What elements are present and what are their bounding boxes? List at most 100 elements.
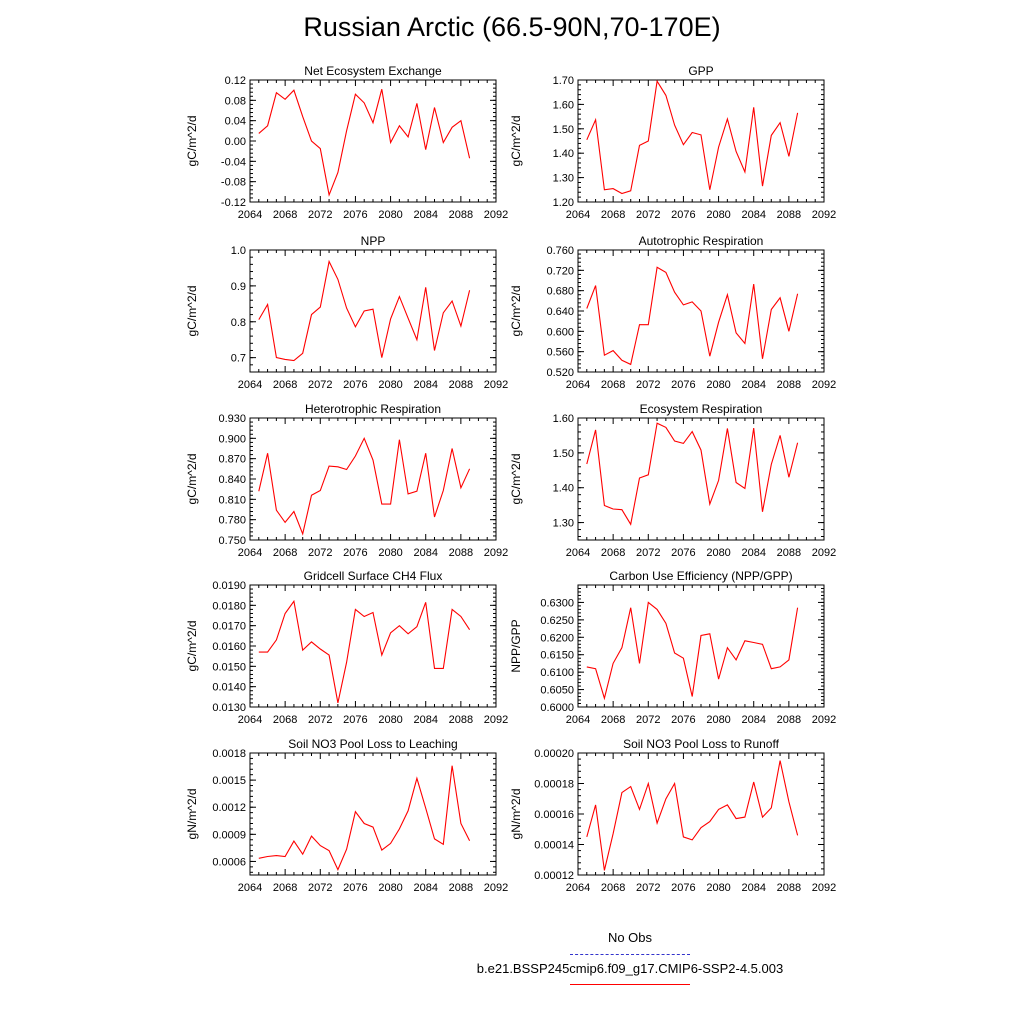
series-line bbox=[586, 79, 799, 195]
panel-gridcell-surface-ch4-flux: Gridcell Surface CH4 Flux gC/m^2/d 2064 206… bbox=[185, 569, 508, 726]
x-tick-label: 2088 bbox=[449, 714, 473, 726]
y-tick-label: -0.08 bbox=[221, 177, 246, 189]
x-tick-label: 2092 bbox=[812, 379, 836, 391]
plot-frame bbox=[577, 584, 825, 708]
y-tick-label: 1.20 bbox=[553, 197, 574, 209]
panel-carbon-use-efficiency-npp-gpp: Carbon Use Efficiency (NPP/GPP) NPP/GPP 20… bbox=[509, 569, 836, 726]
y-tick-label: 0.0006 bbox=[212, 856, 246, 868]
figure-title: Russian Arctic (66.5-90N,70-170E) bbox=[303, 12, 721, 42]
x-tick-label: 2084 bbox=[413, 714, 437, 726]
y-tick-label: 1.60 bbox=[553, 413, 574, 425]
y-tick-label: 0.00018 bbox=[534, 779, 574, 791]
x-tick-label: 2088 bbox=[777, 379, 801, 391]
y-tick-label: 1.40 bbox=[553, 148, 574, 160]
y-axis-label: gN/m^2/d bbox=[185, 789, 199, 840]
y-tick-label: 0.0130 bbox=[212, 702, 246, 714]
y-tick-label: 0.6150 bbox=[540, 650, 574, 662]
y-tick-label: 0.00016 bbox=[534, 809, 574, 821]
x-tick-label: 2068 bbox=[273, 714, 297, 726]
x-tick-label: 2084 bbox=[413, 547, 437, 559]
y-axis-label: gC/m^2/d bbox=[509, 286, 523, 337]
x-tick-label: 2064 bbox=[238, 379, 262, 391]
x-tick-label: 2064 bbox=[566, 547, 590, 559]
y-tick-label: 0.6050 bbox=[540, 685, 574, 697]
x-tick-label: 2068 bbox=[601, 379, 625, 391]
y-tick-label: 0.680 bbox=[546, 286, 574, 298]
x-tick-label: 2072 bbox=[308, 714, 332, 726]
x-tick-label: 2088 bbox=[449, 209, 473, 221]
series-line bbox=[258, 436, 471, 536]
x-tick-label: 2076 bbox=[671, 714, 695, 726]
x-tick-label: 2072 bbox=[308, 547, 332, 559]
x-tick-label: 2072 bbox=[636, 714, 660, 726]
y-tick-label: 0.0190 bbox=[212, 580, 246, 592]
panel-title: Net Ecosystem Exchange bbox=[304, 64, 442, 78]
x-tick-label: 2076 bbox=[671, 547, 695, 559]
plot-frame bbox=[249, 79, 497, 203]
panel-title: Ecosystem Respiration bbox=[640, 402, 763, 416]
x-tick-label: 2084 bbox=[741, 547, 765, 559]
panel-gpp: GPP gC/m^2/d 2064 2068 2072 2076 2080 2084 2088 2… bbox=[509, 64, 836, 221]
plot-frame bbox=[249, 584, 497, 708]
y-axis-label: gN/m^2/d bbox=[509, 789, 523, 840]
y-tick-label: 1.40 bbox=[553, 483, 574, 495]
y-tick-label: 0.0009 bbox=[212, 829, 246, 841]
y-axis-label: gC/m^2/d bbox=[509, 116, 523, 167]
x-tick-label: 2084 bbox=[413, 209, 437, 221]
x-tick-label: 2080 bbox=[706, 379, 730, 391]
panel-net-ecosystem-exchange: Net Ecosystem Exchange gC/m^2/d 2064 2068 20… bbox=[185, 64, 508, 221]
x-tick-label: 2080 bbox=[378, 379, 402, 391]
y-tick-label: 0.04 bbox=[225, 116, 246, 128]
x-tick-label: 2072 bbox=[636, 547, 660, 559]
x-tick-label: 2084 bbox=[741, 209, 765, 221]
panel-heterotrophic-respiration: Heterotrophic Respiration gC/m^2/d 2064 206… bbox=[185, 402, 508, 559]
panel-title: NPP bbox=[361, 234, 386, 248]
y-tick-label: 0.08 bbox=[225, 95, 246, 107]
x-tick-label: 2088 bbox=[449, 379, 473, 391]
y-tick-label: 1.60 bbox=[553, 99, 574, 111]
x-tick-label: 2072 bbox=[636, 209, 660, 221]
x-tick-label: 2076 bbox=[671, 882, 695, 894]
plot-frame bbox=[577, 417, 825, 541]
series-line bbox=[586, 266, 799, 366]
y-tick-label: 0.720 bbox=[546, 265, 574, 277]
y-tick-label: 0.0160 bbox=[212, 641, 246, 653]
x-tick-label: 2080 bbox=[706, 714, 730, 726]
x-tick-label: 2064 bbox=[238, 714, 262, 726]
series-line bbox=[258, 765, 471, 871]
y-tick-label: 0.9 bbox=[231, 281, 246, 293]
x-tick-label: 2068 bbox=[601, 882, 625, 894]
panel-autotrophic-respiration: Autotrophic Respiration gC/m^2/d 2064 2068 2… bbox=[509, 234, 836, 391]
x-tick-label: 2076 bbox=[671, 209, 695, 221]
x-tick-label: 2076 bbox=[343, 714, 367, 726]
y-tick-label: 0.0012 bbox=[212, 802, 246, 814]
y-tick-label: 0.0150 bbox=[212, 661, 246, 673]
y-axis-label: NPP/GPP bbox=[509, 619, 523, 672]
x-tick-label: 2068 bbox=[601, 547, 625, 559]
y-tick-label: 1.50 bbox=[553, 124, 574, 136]
x-tick-label: 2084 bbox=[741, 882, 765, 894]
series-line bbox=[258, 599, 471, 704]
x-tick-label: 2072 bbox=[636, 882, 660, 894]
panel-ecosystem-respiration: Ecosystem Respiration gC/m^2/d 2064 2068 207… bbox=[509, 402, 836, 559]
y-tick-label: 0.12 bbox=[225, 75, 246, 87]
x-tick-label: 2076 bbox=[343, 547, 367, 559]
x-tick-label: 2088 bbox=[777, 714, 801, 726]
x-tick-label: 2088 bbox=[777, 882, 801, 894]
y-tick-label: 0.930 bbox=[218, 413, 246, 425]
y-tick-label: 0.00014 bbox=[534, 840, 574, 852]
x-tick-label: 2064 bbox=[238, 547, 262, 559]
x-tick-label: 2084 bbox=[741, 714, 765, 726]
x-tick-label: 2072 bbox=[308, 882, 332, 894]
x-tick-label: 2064 bbox=[566, 882, 590, 894]
y-tick-label: 0.6100 bbox=[540, 667, 574, 679]
y-tick-label: 0.6250 bbox=[540, 615, 574, 627]
y-axis-label: gC/m^2/d bbox=[185, 621, 199, 672]
x-tick-label: 2064 bbox=[238, 882, 262, 894]
x-tick-label: 2068 bbox=[273, 379, 297, 391]
x-tick-label: 2092 bbox=[484, 882, 508, 894]
y-tick-label: 0.0018 bbox=[212, 748, 246, 760]
y-tick-label: 0.6300 bbox=[540, 597, 574, 609]
y-tick-label: 0.0170 bbox=[212, 621, 246, 633]
